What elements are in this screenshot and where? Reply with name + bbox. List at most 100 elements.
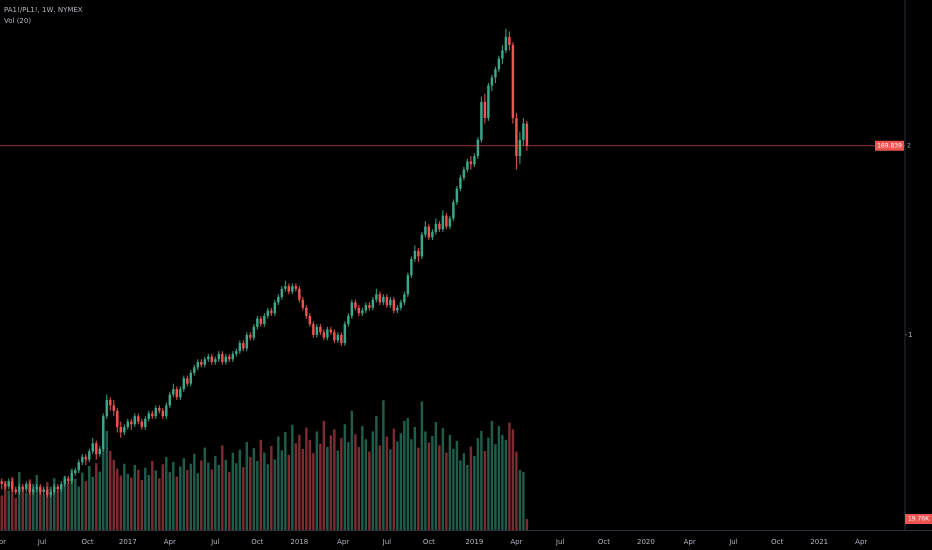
volume-bar: [46, 482, 49, 530]
candle-body: [294, 286, 298, 289]
volume-bar: [308, 439, 312, 530]
volume-bar: [368, 451, 371, 530]
x-tick-label: Oct: [771, 538, 783, 546]
candle-body: [147, 413, 151, 419]
volume-bar: [147, 474, 151, 530]
candle-body: [354, 302, 357, 308]
candle-body: [252, 326, 256, 338]
volume-bar: [371, 431, 375, 530]
candle-body: [214, 359, 217, 363]
volume-bar: [70, 468, 73, 530]
volume-bar: [88, 465, 91, 530]
candle-body: [221, 353, 224, 363]
volume-bar: [364, 439, 368, 530]
volume-bar: [186, 469, 189, 530]
volume-bar: [459, 460, 462, 530]
volume-bar: [154, 470, 158, 530]
volume-bar: [350, 410, 354, 530]
x-tick-label: Apr: [164, 538, 176, 546]
volume-bar: [84, 481, 87, 530]
candle-body: [242, 343, 245, 349]
candle-body: [490, 77, 494, 86]
volume-bar: [273, 459, 277, 530]
candle-body: [42, 489, 45, 493]
volume-bar: [452, 448, 455, 530]
volume-bar: [109, 450, 112, 530]
candle-body: [84, 456, 87, 460]
candle-body: [193, 367, 196, 373]
candle-body: [371, 299, 375, 308]
candle-body: [154, 408, 158, 417]
volume-bar: [399, 433, 403, 530]
candle-body: [329, 329, 333, 333]
volume-bar: [60, 484, 63, 530]
candle-body: [476, 139, 480, 157]
volume-bar: [343, 424, 347, 530]
x-tick-label: Apr: [337, 538, 349, 546]
candle-body: [469, 161, 473, 165]
candle-body: [501, 50, 504, 59]
volume-bar: [179, 466, 182, 530]
volume-bar: [333, 429, 336, 530]
volume-bar: [210, 469, 214, 530]
candle-body: [53, 486, 56, 493]
volume-bar: [207, 462, 210, 530]
volume-bar: [427, 442, 431, 530]
x-tick-label: 2020: [637, 538, 655, 546]
volume-bar: [508, 422, 511, 530]
candle-body: [368, 305, 371, 308]
candle-body: [151, 413, 154, 417]
volume-bar: [417, 447, 420, 530]
candle-body: [60, 483, 63, 490]
volume-bar: [315, 431, 319, 530]
candle-body: [315, 326, 319, 335]
volume-bar: [238, 449, 242, 530]
candle-body: [277, 296, 280, 303]
candle-body: [326, 329, 329, 338]
candle-body: [77, 462, 80, 471]
volume-bar: [231, 452, 235, 530]
candle-body: [522, 123, 525, 140]
volume-bar: [112, 459, 116, 530]
candle-body: [81, 456, 84, 463]
candle-body: [18, 486, 21, 493]
x-tick-label: Jul: [555, 538, 565, 546]
volume-bar: [441, 428, 445, 530]
volume-pane: [0, 400, 529, 530]
candle-body: [336, 334, 340, 341]
candle-body: [287, 286, 291, 292]
candle-body: [270, 310, 273, 314]
candle-body: [413, 250, 417, 260]
volume-bar: [11, 477, 14, 530]
candle-body: [144, 418, 147, 428]
candle-body: [256, 318, 259, 327]
candle-body: [480, 101, 483, 140]
candle-body: [70, 473, 73, 482]
candle-body: [32, 489, 35, 493]
candle-body: [123, 427, 126, 433]
candle-body: [119, 427, 123, 433]
x-tick-label: Apr: [510, 538, 522, 546]
candle-body: [95, 443, 98, 455]
price-tag-bg: [875, 140, 904, 151]
x-tick-label: Oct: [251, 538, 263, 546]
candle-body: [504, 36, 508, 51]
candle-body: [406, 275, 410, 295]
volume-bar: [18, 472, 21, 530]
candle-body: [203, 359, 207, 365]
volume-bar: [172, 462, 175, 530]
candle-body: [312, 324, 315, 335]
x-tick-label: Apr: [0, 538, 6, 546]
volume-bar: [119, 475, 123, 530]
volume-bar: [270, 445, 273, 530]
candle-body: [343, 324, 347, 344]
candle-body: [487, 85, 490, 119]
volume-bar: [497, 425, 501, 530]
candle-body: [210, 356, 214, 363]
volume-bar: [189, 463, 193, 530]
volume-bar: [21, 487, 24, 530]
volume-bar: [312, 453, 315, 530]
candle-body: [196, 362, 200, 368]
volume-bar: [105, 430, 109, 530]
